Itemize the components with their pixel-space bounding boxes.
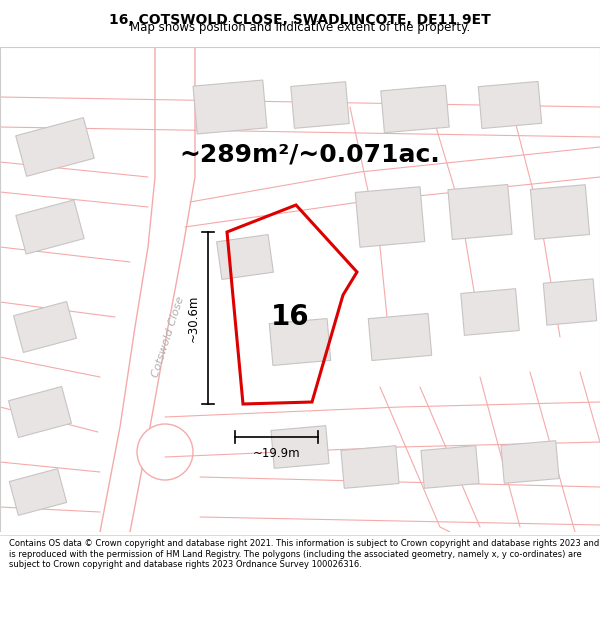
Text: 16, COTSWOLD CLOSE, SWADLINCOTE, DE11 9ET: 16, COTSWOLD CLOSE, SWADLINCOTE, DE11 9E… [109,13,491,27]
Bar [501,441,559,483]
Bar [16,200,84,254]
Text: 16: 16 [271,303,310,331]
Text: ~289m²/~0.071ac.: ~289m²/~0.071ac. [179,143,440,167]
Bar [217,234,274,279]
Bar [543,279,597,325]
Bar [8,386,71,438]
Circle shape [137,424,193,480]
Text: Cotswold Close: Cotswold Close [150,295,186,379]
Text: Contains OS data © Crown copyright and database right 2021. This information is : Contains OS data © Crown copyright and d… [9,539,599,569]
Text: Map shows position and indicative extent of the property.: Map shows position and indicative extent… [130,21,470,34]
Bar [530,185,590,239]
Bar [269,319,331,366]
Bar [478,81,542,129]
Bar [193,80,267,134]
Bar [16,118,94,176]
Bar [448,184,512,239]
Bar [368,314,432,361]
Text: ~19.9m: ~19.9m [253,447,301,460]
Bar [14,301,76,352]
Bar [461,289,519,336]
Bar [355,187,425,248]
Text: ~30.6m: ~30.6m [187,294,200,342]
Bar [271,426,329,468]
Bar [291,82,349,128]
Bar [381,85,449,132]
Bar [10,469,67,516]
Bar [421,446,479,488]
Bar [341,446,399,488]
